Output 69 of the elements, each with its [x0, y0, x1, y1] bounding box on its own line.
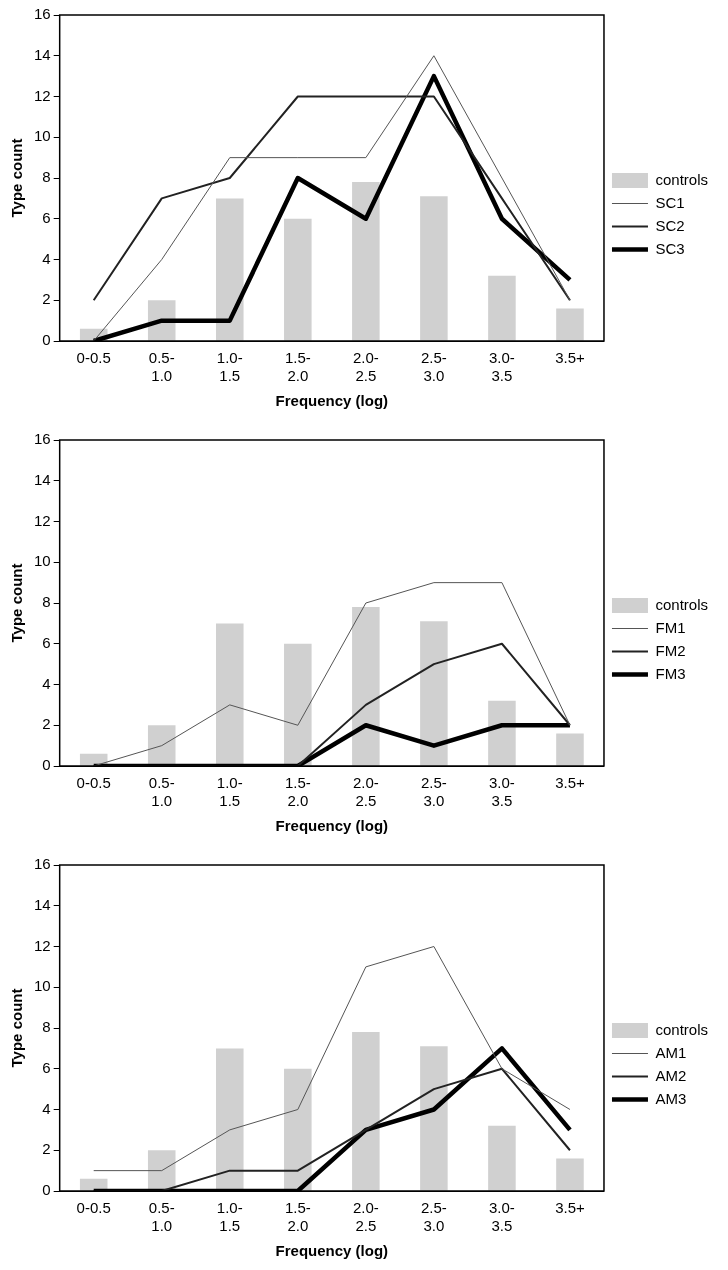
x-tick-label: 2.0- 2.5 — [352, 774, 379, 810]
x-tick-label: 2.5- 3.0 — [420, 774, 447, 810]
y-tick-label: 8 — [42, 168, 51, 186]
y-tick-label: 14 — [34, 895, 51, 913]
y-tick-label: 2 — [42, 290, 51, 308]
x-tick-label: 3.5+ — [555, 349, 585, 367]
x-tick-label: 2.0- 2.5 — [352, 1199, 379, 1235]
x-axis-title: Frequency (log) — [275, 392, 389, 410]
x-tick-label: 2.5- 3.0 — [420, 1199, 447, 1235]
x-tick-label: 1.0- 1.5 — [216, 1199, 243, 1235]
y-tick-label: 16 — [34, 5, 51, 23]
y-tick-label: 16 — [34, 855, 51, 873]
legend-label: AM1 — [655, 1043, 687, 1061]
x-tick-label: 0-0.5 — [76, 1199, 111, 1217]
x-tick-label: 3.5+ — [555, 774, 585, 792]
y-tick-label: 12 — [34, 511, 51, 529]
x-tick-label: 0.5- 1.0 — [148, 349, 175, 385]
legend-label: SC3 — [655, 239, 685, 257]
legend-label: AM3 — [655, 1089, 687, 1107]
legend-label: FM3 — [655, 664, 686, 682]
y-axis-title: Type count — [8, 138, 26, 218]
legend-label: controls — [655, 1020, 709, 1038]
y-tick-label: 2 — [42, 715, 51, 733]
y-axis-title: Type count — [8, 988, 26, 1068]
y-tick-label: 8 — [42, 593, 51, 611]
y-tick-label: 4 — [42, 249, 51, 267]
x-tick-label: 1.5- 2.0 — [284, 774, 311, 810]
x-axis-title: Frequency (log) — [275, 817, 389, 835]
y-tick-label: 10 — [34, 552, 51, 570]
y-tick-label: 4 — [42, 1099, 51, 1117]
x-tick-label: 0.5- 1.0 — [148, 1199, 175, 1235]
x-tick-label: 0-0.5 — [76, 349, 111, 367]
x-axis-title: Frequency (log) — [275, 1242, 389, 1260]
y-axis-title: Type count — [8, 563, 26, 643]
legend-label: FM1 — [655, 618, 686, 636]
y-tick-label: 12 — [34, 936, 51, 954]
x-tick-label: 0-0.5 — [76, 774, 111, 792]
legend-label: SC2 — [655, 216, 685, 234]
x-tick-label: 1.0- 1.5 — [216, 774, 243, 810]
y-tick-label: 12 — [34, 86, 51, 104]
x-tick-label: 3.0- 3.5 — [488, 349, 515, 385]
x-tick-label: 1.0- 1.5 — [216, 349, 243, 385]
y-tick-label: 0 — [42, 331, 51, 349]
y-tick-label: 4 — [42, 674, 51, 692]
y-tick-label: 6 — [42, 208, 51, 226]
y-tick-label: 14 — [34, 45, 51, 63]
y-tick-label: 2 — [42, 1140, 51, 1158]
y-tick-label: 0 — [42, 756, 51, 774]
y-tick-label: 8 — [42, 1018, 51, 1036]
x-tick-label: 3.0- 3.5 — [488, 774, 515, 810]
x-tick-label: 2.0- 2.5 — [352, 349, 379, 385]
y-tick-label: 10 — [34, 127, 51, 145]
x-tick-label: 3.5+ — [555, 1199, 585, 1217]
legend-label: controls — [655, 170, 709, 188]
y-tick-label: 0 — [42, 1181, 51, 1199]
legend-label: controls — [655, 595, 709, 613]
legend-label: FM2 — [655, 641, 686, 659]
x-tick-label: 3.0- 3.5 — [488, 1199, 515, 1235]
legend-label: AM2 — [655, 1066, 687, 1084]
y-tick-label: 10 — [34, 977, 51, 995]
x-tick-label: 1.5- 2.0 — [284, 349, 311, 385]
y-tick-label: 6 — [42, 633, 51, 651]
y-tick-label: 16 — [34, 430, 51, 448]
y-tick-label: 14 — [34, 470, 51, 488]
x-tick-label: 1.5- 2.0 — [284, 1199, 311, 1235]
x-tick-label: 2.5- 3.0 — [420, 349, 447, 385]
legend-label: SC1 — [655, 193, 685, 211]
x-tick-label: 0.5- 1.0 — [148, 774, 175, 810]
y-tick-label: 6 — [42, 1058, 51, 1076]
